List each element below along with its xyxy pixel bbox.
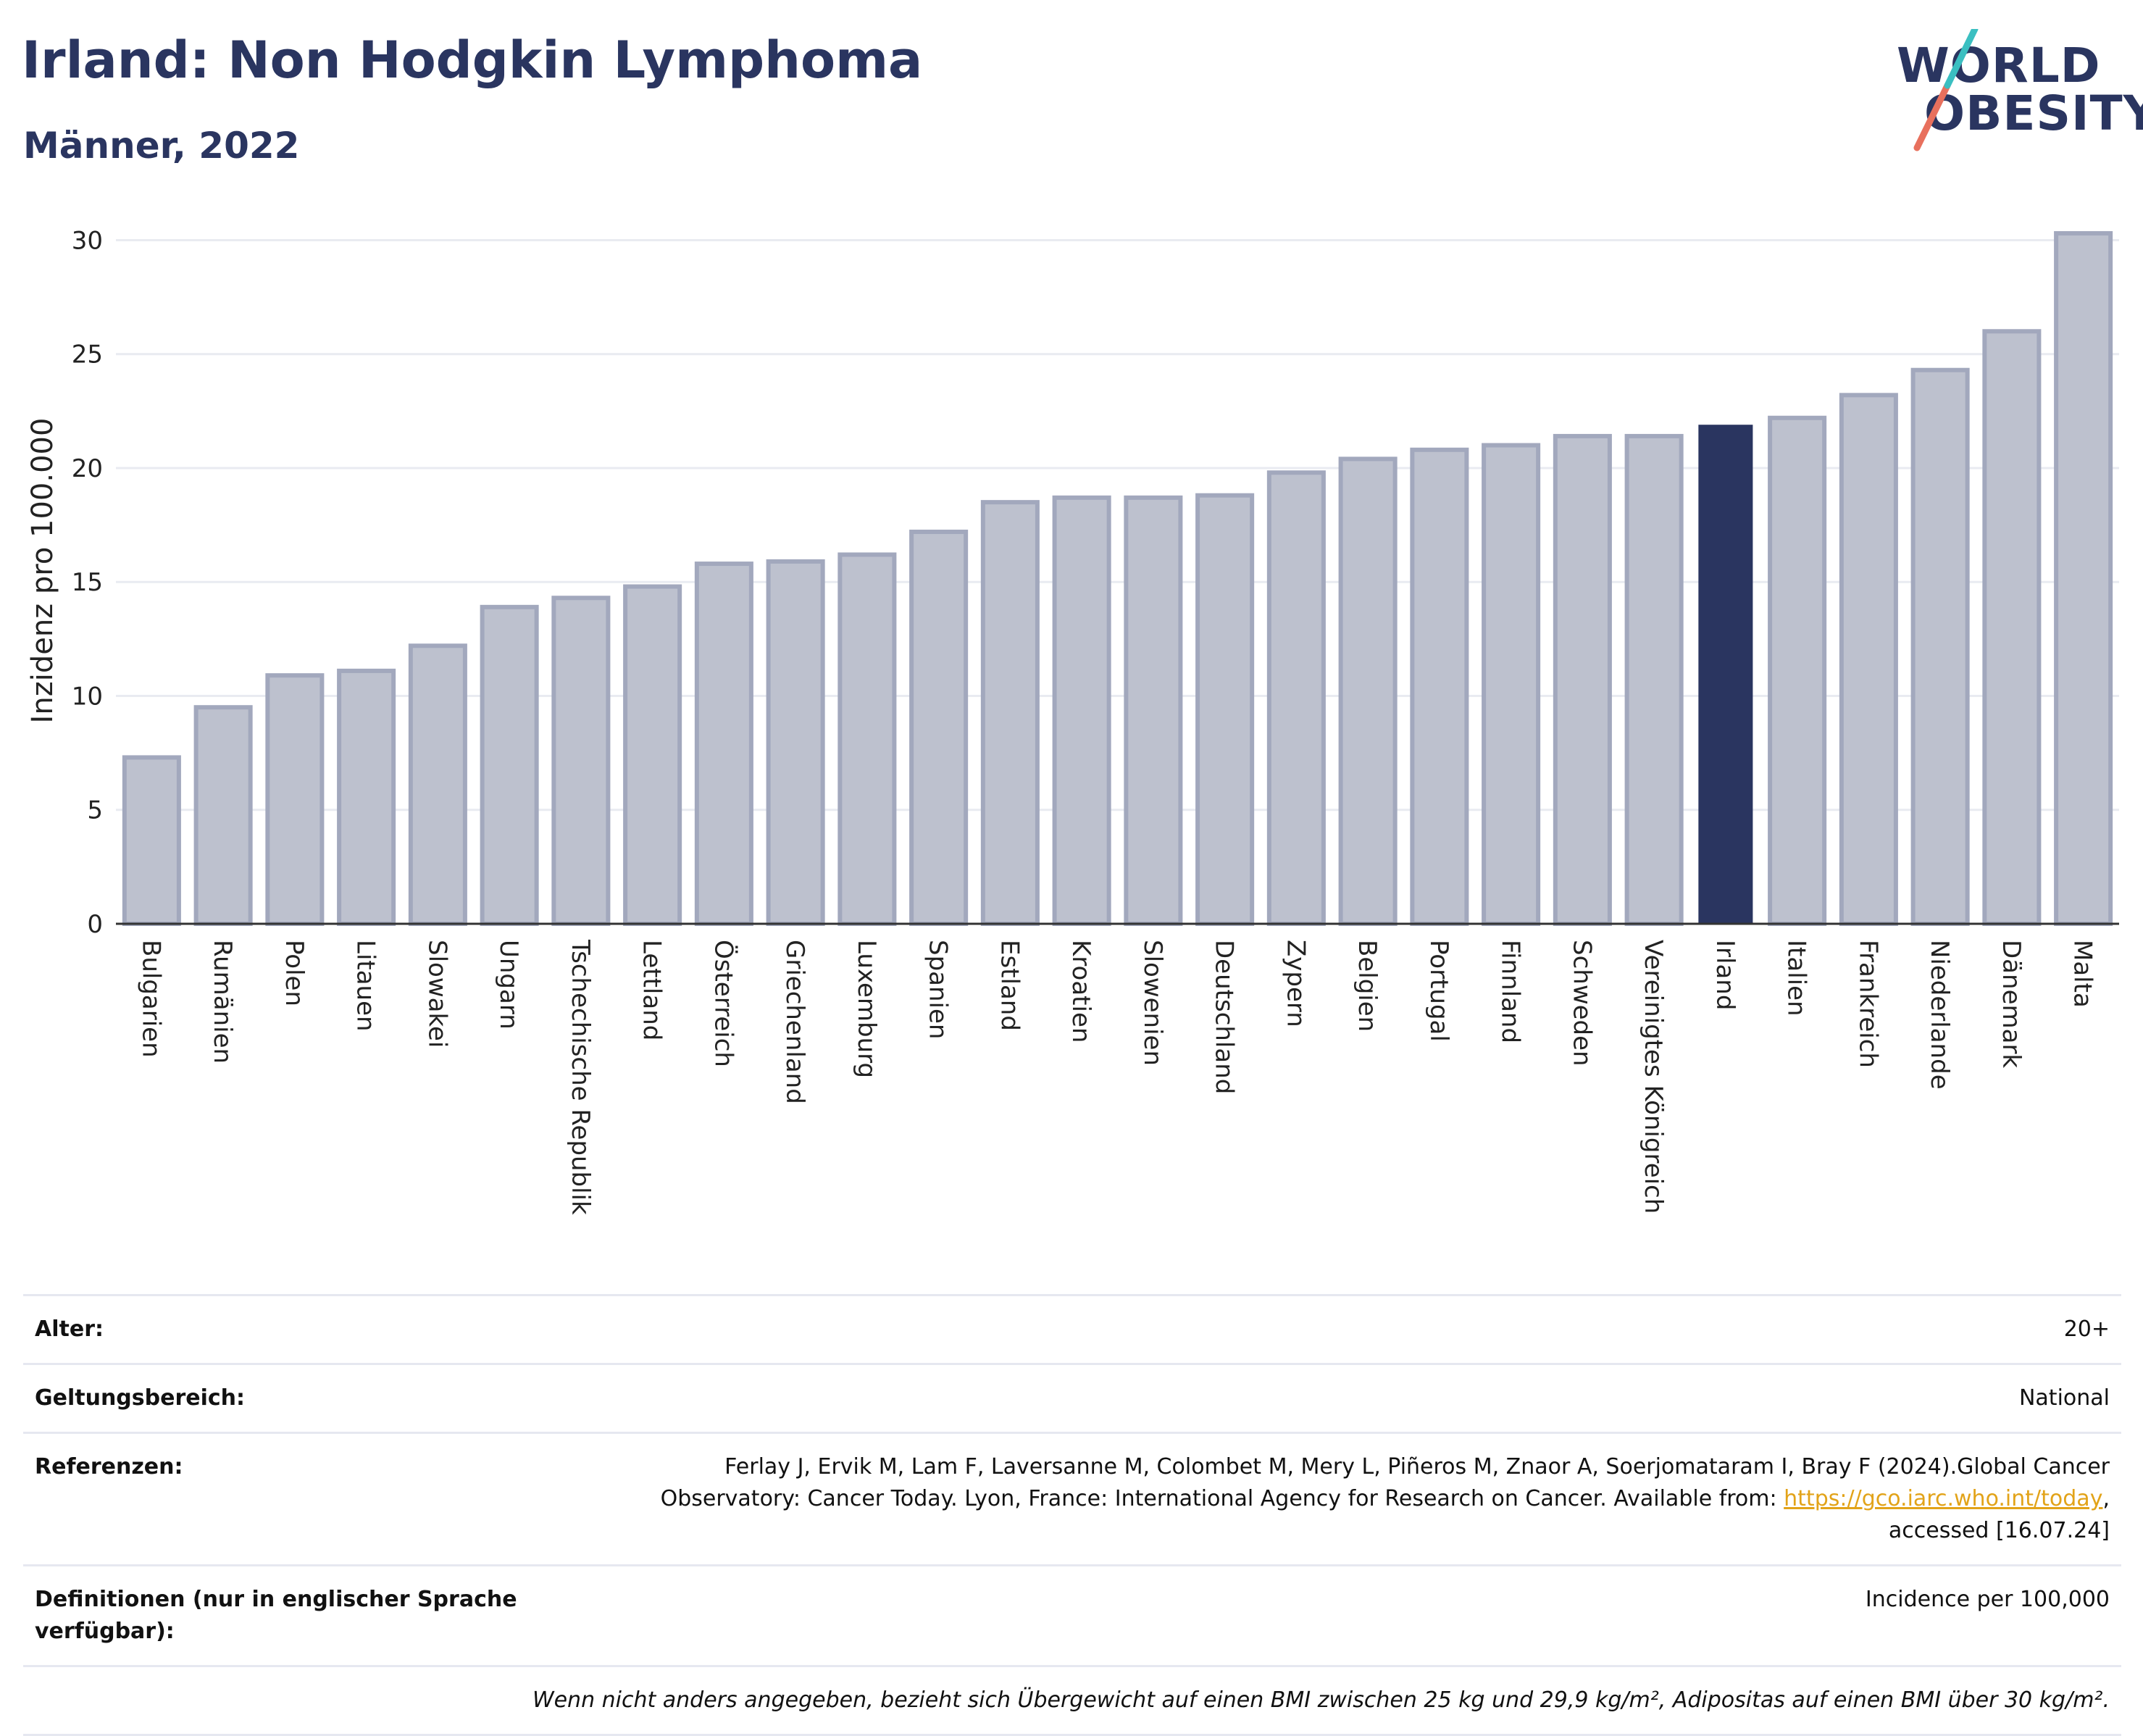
bar-chart: 0 5 10 15 20 25 30 Bulgarien Rumänien Polen Litaue… — [26, 226, 2119, 1215]
bar-zypern — [1266, 470, 1326, 926]
meta-label-age: Alter: — [23, 1294, 553, 1364]
bar-deutschland — [1195, 493, 1255, 927]
x-tick-label: Dänemark — [1997, 940, 2026, 1068]
bar-portugal — [1410, 447, 1469, 926]
x-tick-label: Vereinigtes Königreich — [1639, 940, 1668, 1214]
bar-rumänien — [193, 705, 253, 926]
x-tick-label: Malta — [2068, 940, 2097, 1008]
bar-luxemburg — [837, 552, 897, 926]
meta-row-definitions: Definitionen (nur in englischer Sprache … — [23, 1564, 2121, 1666]
bars — [122, 231, 2113, 927]
footnote: Wenn nicht anders angegeben, bezieht sic… — [23, 1665, 2121, 1736]
x-tick-label: Belgien — [1353, 940, 1382, 1032]
x-tick-label: Portugal — [1424, 940, 1453, 1042]
meta-label-scope: Geltungsbereich: — [23, 1363, 553, 1433]
x-tick-label: Slowakei — [422, 940, 451, 1048]
x-tick-label: Estland — [995, 940, 1024, 1031]
logo-line-1: WORLD — [1897, 38, 2101, 93]
bar-italien — [1768, 415, 1827, 927]
bar-niederlande — [1910, 367, 1970, 926]
x-tick-label: Frankreich — [1853, 940, 1882, 1068]
bar-österreich — [694, 562, 753, 926]
reference-text-4: accessed [16.07.24] — [1888, 1518, 2110, 1543]
reference-text-1: Ferlay J, Ervik M, Lam F, Laversanne M, … — [724, 1454, 2110, 1480]
bar-ungarn — [480, 604, 539, 926]
meta-value-definitions: Incidence per 100,000 — [553, 1564, 2121, 1666]
logo-slash-teal — [1944, 29, 1979, 89]
x-tick-label: Bulgarien — [136, 940, 165, 1058]
reference-link[interactable]: https://gco.iarc.who.int/today — [1784, 1486, 2103, 1511]
meta-value-scope: National — [553, 1363, 2121, 1433]
bar-finnland — [1482, 443, 1541, 927]
bar-griechenland — [766, 559, 825, 926]
x-tick-label: Ungarn — [494, 940, 523, 1030]
y-tick-label: 10 — [72, 682, 103, 711]
bar-frankreich — [1839, 393, 1898, 926]
y-tick-label: 15 — [72, 568, 103, 597]
bar-polen — [265, 673, 325, 926]
meta-row-scope: Geltungsbereich: National — [23, 1363, 2121, 1433]
bar-dänemark — [1982, 329, 2042, 927]
y-tick-label: 25 — [72, 341, 103, 370]
meta-value-references: Ferlay J, Ervik M, Lam F, Laversanne M, … — [553, 1432, 2121, 1566]
meta-row-age: Alter: 20+ — [23, 1294, 2121, 1364]
y-tick-label: 30 — [72, 226, 103, 255]
y-axis-title: Inzidenz pro 100.000 — [26, 418, 59, 724]
x-tick-label: Österreich — [709, 940, 738, 1067]
bar-belgien — [1338, 456, 1398, 926]
x-tick-label: Schweden — [1567, 940, 1596, 1067]
logo-slash-icon — [1913, 29, 1979, 151]
x-tick-label: Griechenland — [780, 940, 809, 1104]
bar-tschechische-republik — [551, 596, 611, 926]
bar-slowakei — [408, 643, 467, 927]
metadata-table: Alter: 20+ Geltungsbereich: National Ref… — [23, 1294, 2121, 1736]
bar-vereinigtes-königreich — [1624, 433, 1684, 926]
meta-row-references: Referenzen: Ferlay J, Ervik M, Lam F, La… — [23, 1432, 2121, 1566]
logo-line-2: OBESITY — [1924, 85, 2143, 141]
reference-text-2: Observatory: Cancer Today. Lyon, France:… — [660, 1486, 1784, 1511]
x-tick-label: Kroatien — [1066, 940, 1095, 1043]
x-tick-label: Rumänien — [208, 940, 237, 1064]
meta-label-definitions: Definitionen (nur in englischer Sprache … — [23, 1564, 553, 1666]
x-tick-label: Niederlande — [1925, 940, 1954, 1090]
bar-litauen — [337, 668, 396, 926]
x-tick-label: Italien — [1782, 940, 1811, 1017]
logo-slash-coral — [1913, 82, 1951, 151]
bar-slowenien — [1124, 495, 1183, 926]
bar-schweden — [1553, 433, 1612, 926]
x-tick-label: Luxemburg — [852, 940, 881, 1078]
x-tick-label: Irland — [1710, 940, 1739, 1010]
x-tick-label: Lettland — [638, 940, 667, 1040]
bar-bulgarien — [122, 755, 181, 926]
y-tick-label: 5 — [87, 796, 103, 825]
x-tick-label: Deutschland — [1210, 940, 1239, 1094]
y-tick-label: 0 — [87, 910, 103, 939]
bar-spanien — [909, 530, 969, 926]
meta-row-note: Wenn nicht anders angegeben, bezieht sic… — [23, 1665, 2121, 1736]
x-tick-label: Litauen — [351, 940, 380, 1032]
bar-malta — [2054, 231, 2113, 927]
page-title: Irland: Non Hodgkin Lymphoma — [22, 30, 923, 90]
bar-estland — [980, 500, 1040, 927]
page-subtitle: Männer, 2022 — [23, 125, 300, 167]
bar-kroatien — [1052, 495, 1111, 926]
x-tick-label: Polen — [280, 940, 309, 1006]
x-tick-label: Zypern — [1281, 940, 1310, 1027]
bar-lettland — [623, 584, 682, 926]
axes: 0 5 10 15 20 25 30 Bulgarien Rumänien Polen Litaue… — [72, 226, 2119, 1215]
x-tick-label: Spanien — [924, 940, 953, 1039]
x-tick-label: Slowenien — [1138, 940, 1167, 1066]
y-tick-label: 20 — [72, 454, 103, 483]
x-tick-label: Finnland — [1496, 940, 1525, 1043]
meta-value-age: 20+ — [553, 1294, 2121, 1364]
reference-text-3: , — [2102, 1486, 2110, 1511]
world-obesity-logo: WORLD OBESITY — [1891, 29, 2143, 152]
meta-label-references: Referenzen: — [23, 1432, 553, 1566]
x-tick-label: Tschechische Republik — [566, 939, 595, 1215]
bar-irland — [1698, 425, 1753, 924]
